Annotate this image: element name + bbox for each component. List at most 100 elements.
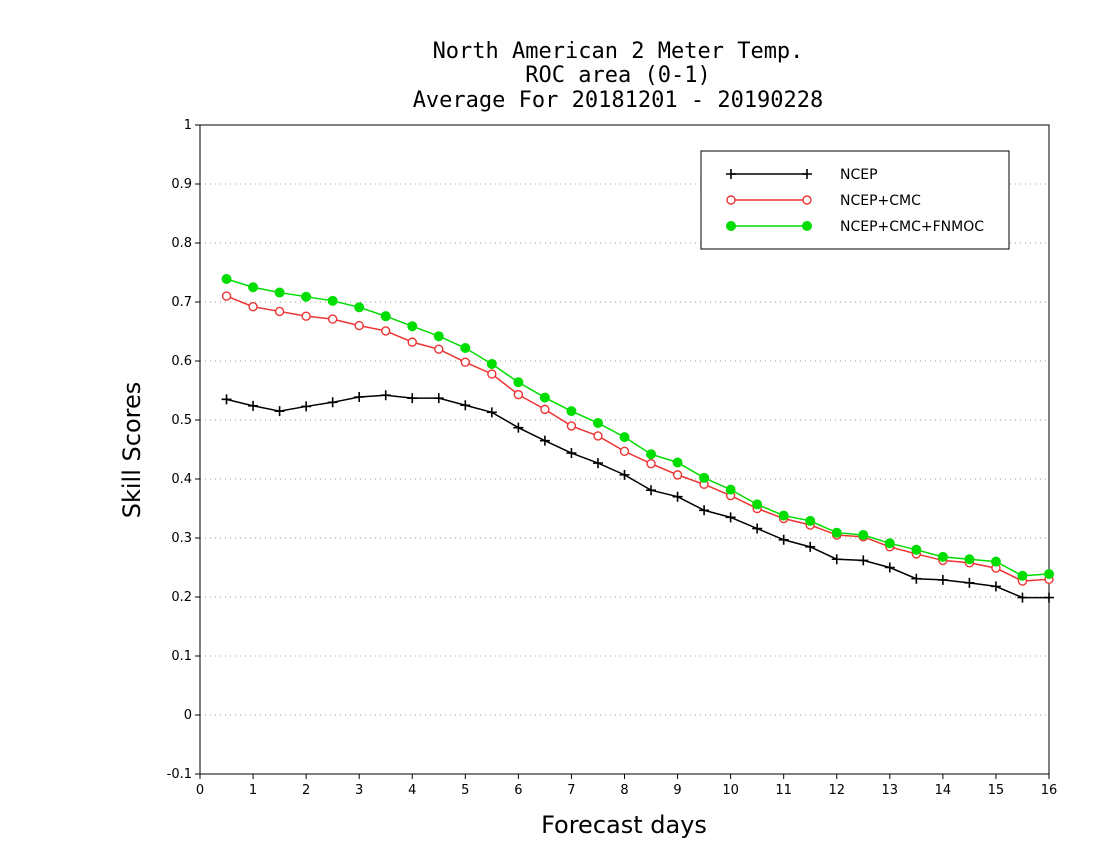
- y-tick-label: 0.8: [171, 236, 192, 251]
- data-point-ncep-cmc-fnmoc: [646, 449, 657, 460]
- legend-item-ncep-cmc: NCEP+CMC: [726, 193, 921, 209]
- x-tick-label: 3: [355, 783, 363, 798]
- y-tick-label: 1: [184, 118, 192, 133]
- data-point-ncep-cmc-fnmoc: [805, 515, 816, 526]
- y-tick-label: 0.7: [171, 295, 192, 310]
- data-point-ncep: [380, 390, 391, 401]
- data-point-ncep-cmc: [407, 337, 417, 347]
- data-point-ncep-cmc-fnmoc: [725, 484, 736, 495]
- title-line-1: North American 2 Meter Temp.: [433, 39, 804, 64]
- y-axis-title: Skill Scores: [118, 382, 146, 519]
- x-tick-label: 11: [775, 783, 792, 798]
- series-line-ncep: [226, 394, 1049, 599]
- data-point-ncep: [566, 448, 577, 459]
- data-point-ncep: [460, 400, 471, 411]
- legend-label: NCEP+CMC: [840, 193, 921, 209]
- data-point-ncep: [433, 393, 444, 404]
- data-point-ncep-cmc-fnmoc: [1017, 570, 1028, 581]
- data-point-ncep-cmc: [593, 431, 603, 441]
- data-point-ncep-cmc-fnmoc: [831, 527, 842, 538]
- y-tick-label: 0.5: [171, 413, 192, 428]
- data-point-ncep: [725, 512, 736, 523]
- data-point-ncep: [327, 397, 338, 408]
- y-tick-label: 0.2: [171, 590, 192, 605]
- data-point-ncep-cmc-fnmoc: [274, 287, 285, 298]
- data-point-ncep: [805, 541, 816, 552]
- x-tick-label: 12: [828, 783, 845, 798]
- data-point-ncep-cmc: [646, 458, 656, 469]
- data-point-ncep: [831, 554, 842, 565]
- data-point-ncep-cmc-fnmoc: [911, 544, 922, 555]
- y-tick-label: 0: [184, 708, 192, 723]
- data-point-ncep: [646, 485, 657, 496]
- x-axis: 0 1 2 3 4 5 6 7 8 9 10 11 12 13 14 15 16: [196, 774, 1057, 798]
- data-point-ncep-cmc-fnmoc: [858, 530, 869, 541]
- x-tick-label: 1: [249, 783, 257, 798]
- data-point-ncep: [990, 581, 1001, 592]
- data-point-ncep-cmc-fnmoc: [990, 556, 1001, 567]
- data-point-ncep: [354, 391, 365, 402]
- legend-swatch-marker: [802, 195, 812, 205]
- x-tick-label: 13: [882, 783, 899, 798]
- data-point-ncep-cmc: [672, 470, 683, 480]
- legend-swatch-marker: [726, 169, 736, 179]
- data-point-ncep-cmc-fnmoc: [592, 417, 603, 428]
- legend-swatch-marker: [726, 221, 736, 231]
- data-point-ncep-cmc: [248, 302, 258, 312]
- data-point-ncep-cmc-fnmoc: [884, 538, 895, 549]
- y-tick-label: 0.9: [171, 177, 192, 192]
- legend-swatch-marker: [802, 221, 812, 231]
- data-point-ncep-cmc: [354, 320, 364, 331]
- data-point-ncep-cmc-fnmoc: [327, 295, 338, 306]
- legend-swatch-marker: [802, 169, 812, 179]
- data-point-ncep-cmc-fnmoc: [380, 311, 391, 322]
- data-point-ncep-cmc-fnmoc: [513, 377, 524, 388]
- chart-title: North American 2 Meter Temp. ROC area (0…: [413, 39, 824, 113]
- legend-swatch-marker: [726, 195, 736, 205]
- data-point-ncep: [486, 407, 497, 418]
- y-tick-label: 0.3: [171, 531, 192, 546]
- data-point-ncep: [539, 435, 550, 446]
- data-point-ncep-cmc: [460, 357, 471, 367]
- legend-label: NCEP+CMC+FNMOC: [840, 219, 984, 235]
- data-point-ncep: [248, 400, 259, 411]
- data-point-ncep-cmc: [327, 314, 338, 324]
- data-point-ncep: [1044, 592, 1054, 603]
- data-point-ncep-cmc-fnmoc: [301, 291, 312, 302]
- data-point-ncep-cmc: [381, 326, 391, 336]
- data-point-ncep-cmc-fnmoc: [566, 406, 577, 417]
- data-point-ncep-cmc: [221, 291, 232, 301]
- data-point-ncep: [937, 574, 948, 585]
- data-point-ncep-cmc: [619, 446, 630, 456]
- data-point-ncep-cmc-fnmoc: [1044, 568, 1054, 579]
- x-axis-title: Forecast days: [541, 811, 707, 839]
- data-point-ncep: [699, 505, 710, 516]
- data-point-ncep-cmc: [513, 389, 524, 400]
- x-tick-label: 5: [461, 783, 469, 798]
- series-ncep-cmc: [221, 291, 1054, 586]
- data-point-ncep-cmc-fnmoc: [354, 302, 365, 313]
- x-tick-label: 14: [935, 783, 952, 798]
- data-point-ncep-cmc-fnmoc: [672, 457, 683, 468]
- x-tick-label: 9: [673, 783, 681, 798]
- data-point-ncep: [1017, 592, 1028, 603]
- data-point-ncep-cmc-fnmoc: [539, 392, 550, 403]
- data-point-ncep: [752, 523, 763, 534]
- data-point-ncep-cmc-fnmoc: [937, 551, 948, 562]
- data-point-ncep-cmc-fnmoc: [248, 282, 259, 293]
- x-tick-label: 15: [988, 783, 1005, 798]
- legend-item-ncep-cmc-fnmoc: NCEP+CMC+FNMOC: [726, 219, 984, 235]
- x-tick-label: 8: [620, 783, 628, 798]
- data-point-ncep: [513, 422, 524, 433]
- data-point-ncep-cmc-fnmoc: [433, 331, 444, 342]
- data-point-ncep-cmc-fnmoc: [407, 321, 418, 332]
- x-tick-label: 6: [514, 783, 522, 798]
- data-point-ncep: [221, 394, 232, 405]
- y-tick-label: 0.4: [171, 472, 192, 487]
- data-point-ncep: [301, 401, 312, 412]
- data-point-ncep-cmc: [274, 306, 285, 317]
- data-point-ncep: [274, 406, 285, 417]
- data-point-ncep-cmc: [540, 404, 550, 415]
- data-point-ncep-cmc-fnmoc: [460, 343, 471, 354]
